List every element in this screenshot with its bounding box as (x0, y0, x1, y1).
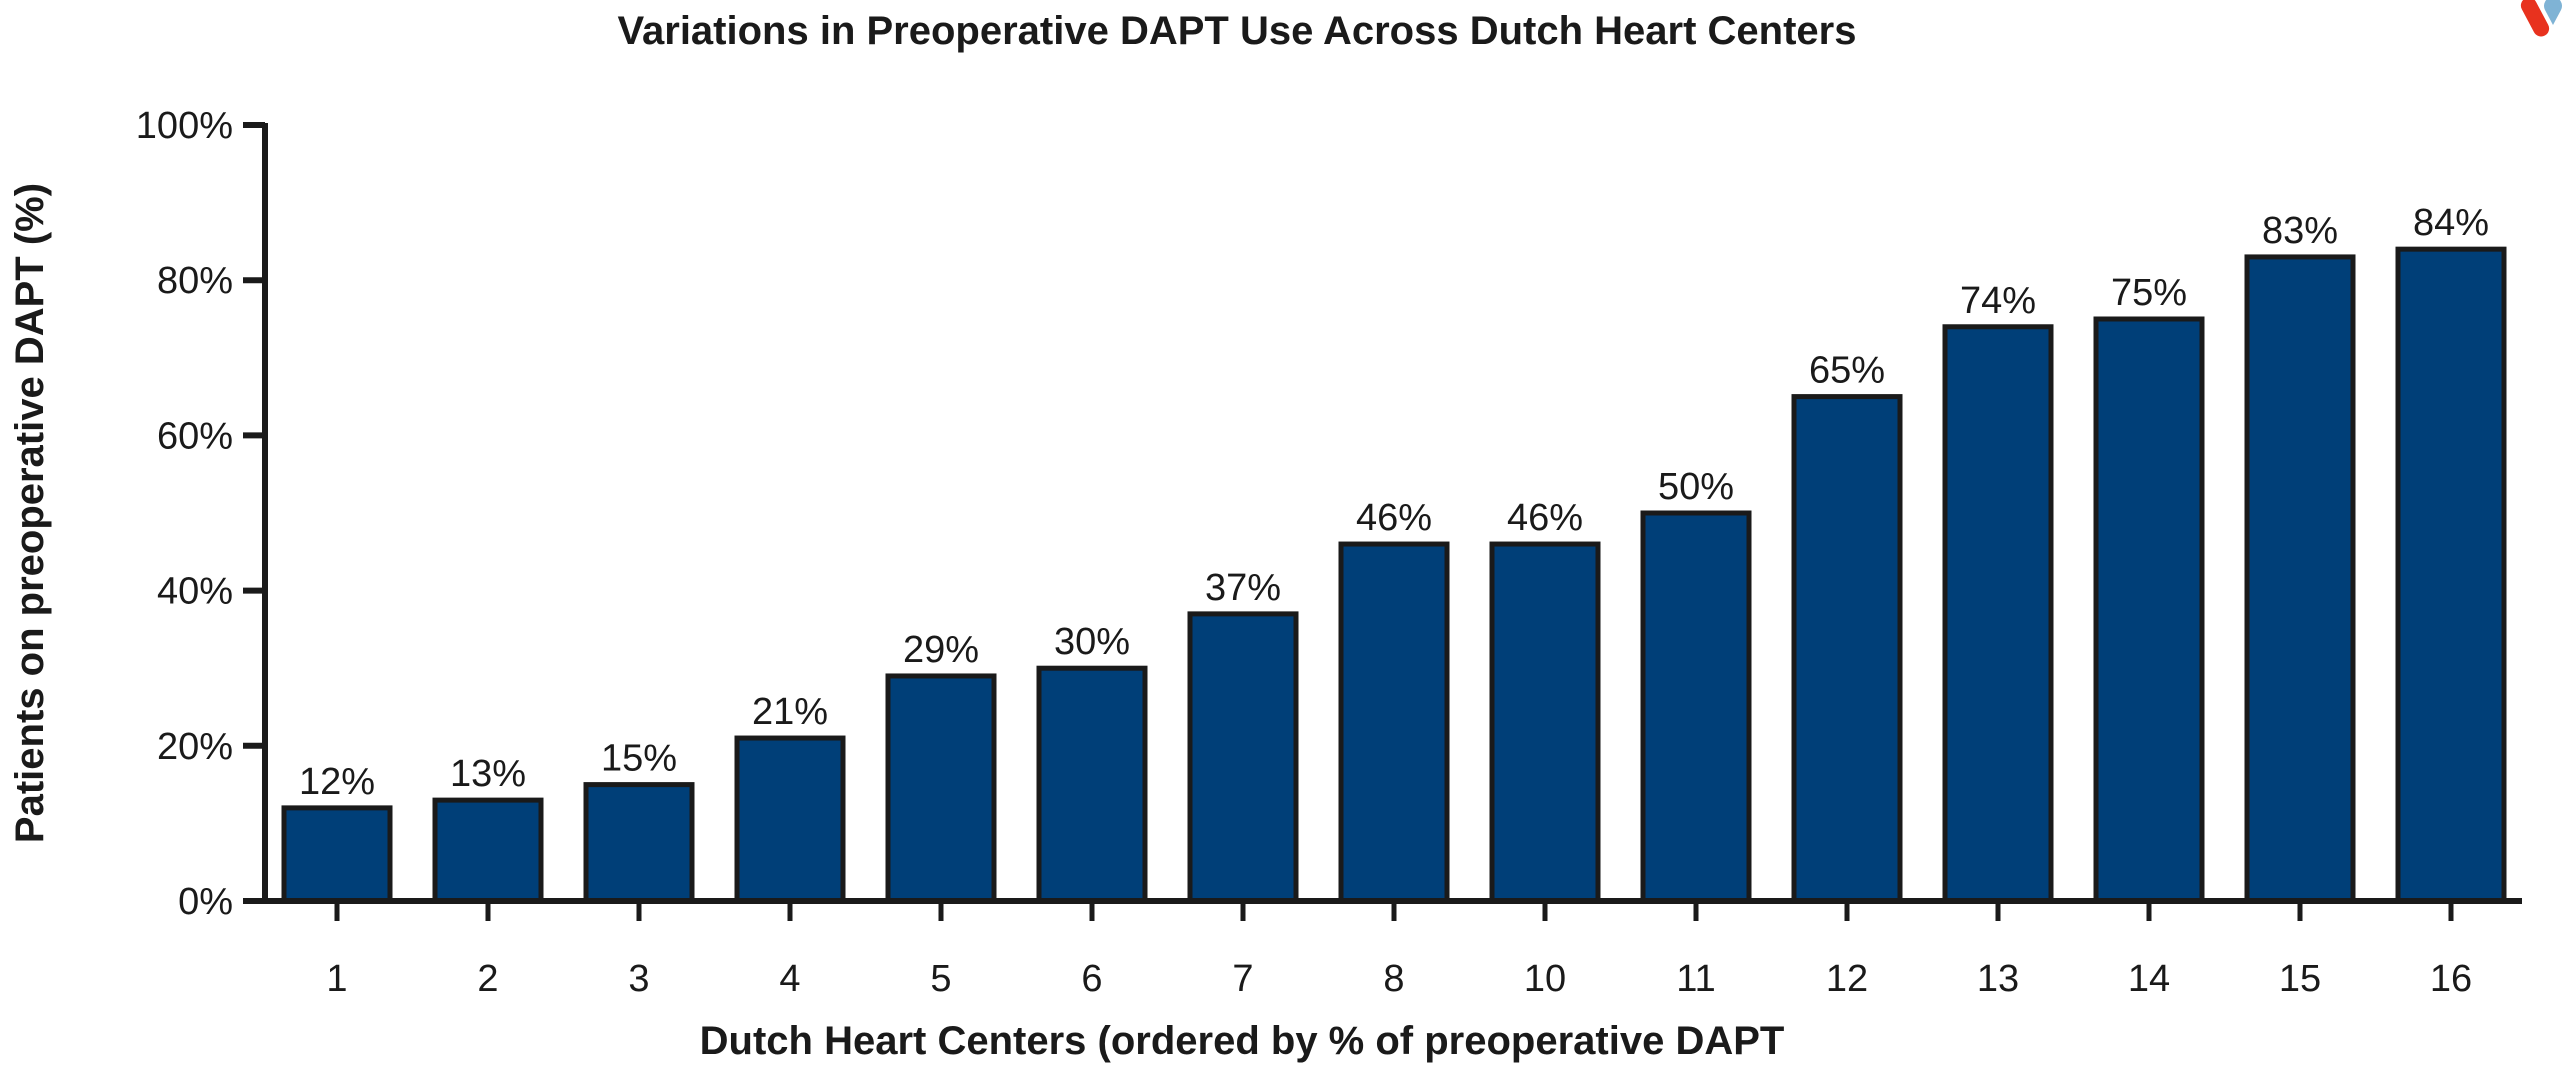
data-label: 15% (601, 738, 677, 780)
data-label: 75% (2111, 272, 2187, 314)
y-axis-label: Patients on preoperative DAPT (%) (8, 183, 52, 843)
chart-title: Variations in Preoperative DAPT Use Acro… (618, 9, 1857, 53)
x-tick-label: 6 (1081, 958, 1102, 1000)
x-tick-label: 2 (477, 958, 498, 1000)
x-tick-label: 11 (1676, 958, 1715, 1000)
bar-center-2 (432, 797, 544, 904)
data-label: 83% (2262, 210, 2338, 252)
bar-center-14 (2093, 316, 2205, 904)
data-label: 30% (1054, 621, 1130, 663)
data-label: 13% (450, 753, 526, 795)
data-label: 84% (2413, 202, 2489, 244)
data-label: 37% (1205, 567, 1281, 609)
x-tick-label: 7 (1232, 958, 1253, 1000)
x-tick-label: 3 (628, 958, 649, 1000)
bar-center-15 (2244, 254, 2356, 904)
y-tick-label: 60% (157, 415, 233, 457)
data-label: 74% (1960, 280, 2036, 322)
data-label: 12% (299, 761, 375, 803)
logo-red-pill (2520, 0, 2550, 37)
x-tick-label: 14 (2128, 958, 2170, 1000)
x-tick-label: 8 (1383, 958, 1404, 1000)
bar-center-7 (1187, 611, 1299, 904)
bar-center-11 (1640, 510, 1752, 904)
y-tick-label: 100% (136, 105, 233, 147)
bar-center-4 (734, 735, 846, 904)
bar-center-13 (1942, 324, 2054, 904)
bar-center-16 (2395, 246, 2507, 904)
bar-center-6 (1036, 665, 1148, 904)
bar-center-1 (281, 805, 393, 904)
logo-blue-drop (2544, 0, 2562, 25)
bar-center-10 (1489, 541, 1601, 904)
x-tick-label: 16 (2430, 958, 2472, 1000)
x-tick-label: 12 (1826, 958, 1868, 1000)
data-label: 29% (903, 629, 979, 671)
y-tick-label: 80% (157, 260, 233, 302)
bar-center-3 (583, 782, 695, 904)
x-tick-label: 1 (326, 958, 347, 1000)
data-label: 46% (1507, 497, 1583, 539)
x-tick-label: 13 (1977, 958, 2019, 1000)
data-label: 21% (752, 691, 828, 733)
x-tick-label: 15 (2279, 958, 2321, 1000)
publisher-logo (2520, 0, 2562, 37)
data-label: 65% (1809, 350, 1885, 392)
x-tick-label: 4 (779, 958, 800, 1000)
x-axis-label: Dutch Heart Centers (ordered by % of pre… (700, 1019, 1785, 1063)
x-tick-label: 5 (930, 958, 951, 1000)
bar-center-8 (1338, 541, 1450, 904)
bar-center-12 (1791, 394, 1903, 904)
y-tick-label: 40% (157, 571, 233, 613)
y-tick-label: 20% (157, 726, 233, 768)
x-tick-label: 10 (1524, 958, 1566, 1000)
data-label: 46% (1356, 497, 1432, 539)
data-label: 50% (1658, 466, 1734, 508)
bar-center-5 (885, 673, 997, 904)
y-tick-label: 0% (178, 881, 233, 923)
